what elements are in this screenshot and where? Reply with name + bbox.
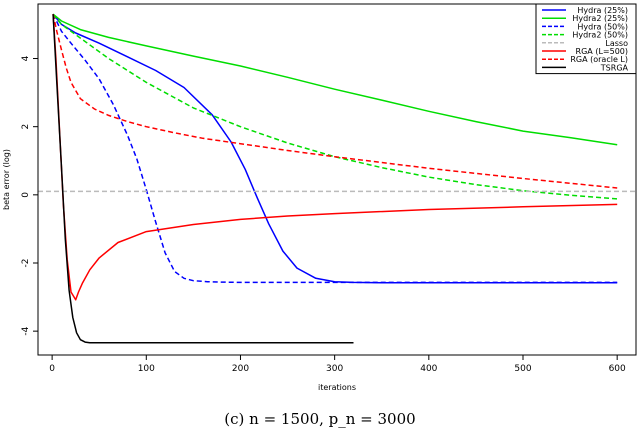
y-axis: -4 -2 0 2 4 [21,55,38,336]
y-tick-label: 0 [21,192,31,198]
x-tick-label: 100 [138,364,155,374]
x-tick-label: 600 [609,364,626,374]
x-tick-label: 300 [326,364,343,374]
legend-label: RGA (L=500) [576,47,628,56]
legend-label: Hydra (50%) [577,22,628,31]
series-line-hydra-50 [52,13,618,284]
series-line-tsrga [52,14,354,344]
x-axis: 0 100 200 300 400 500 600 [49,355,626,374]
series-line-rga-oracle-l [52,14,618,189]
x-axis-label: iterations [318,383,356,392]
series-line-hydra2-50 [52,13,618,200]
figure-caption: (c) n = 1500, p_n = 3000 [0,410,640,428]
legend-label: TSRGA [600,63,629,72]
legend-label: RGA (oracle L) [570,55,628,64]
legend-box [535,3,637,75]
plot-frame [37,3,637,356]
caption-text: (c) n = 1500, p_n = 3000 [224,410,416,428]
legend: Hydra (25%)Hydra2 (25%)Hydra (50%)Hydra2… [535,3,637,75]
x-tick-label: 0 [49,364,55,374]
y-tick-label: 2 [21,124,31,130]
x-tick-label: 500 [514,364,531,374]
legend-label: Lasso [605,39,628,48]
y-tick-label: -2 [21,258,31,267]
y-tick-label: 4 [21,55,31,61]
chart: 0 100 200 300 400 500 600 -4 -2 0 2 4 iterations b… [2,3,637,392]
legend-label: Hydra2 (50%) [572,31,628,40]
legend-label: Hydra (25%) [577,6,628,15]
legend-label: Hydra2 (25%) [572,14,628,23]
y-tick-label: -4 [21,326,31,335]
series-line-hydra2-25 [52,13,618,146]
series-line-hydra-25 [52,13,618,284]
x-tick-label: 200 [232,364,249,374]
y-axis-label: beta error (log) [2,149,11,210]
x-tick-label: 400 [420,364,437,374]
series-layer [38,13,636,344]
